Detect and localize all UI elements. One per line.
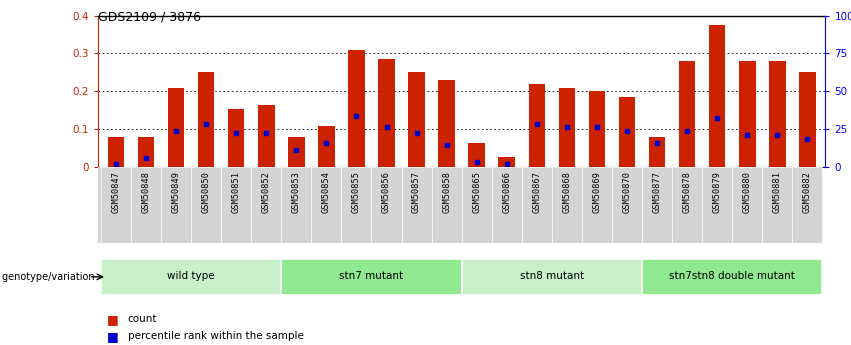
Bar: [348, 50, 365, 167]
Bar: [168, 88, 185, 167]
Text: GSM50851: GSM50851: [231, 171, 241, 213]
Bar: [799, 72, 816, 167]
Bar: [341, 167, 372, 243]
Bar: [402, 167, 431, 243]
Bar: [619, 97, 636, 167]
Text: GSM50866: GSM50866: [502, 171, 511, 213]
Bar: [101, 259, 282, 295]
Bar: [282, 167, 311, 243]
Bar: [161, 167, 191, 243]
Bar: [258, 105, 275, 167]
Bar: [709, 25, 726, 167]
Text: GSM50853: GSM50853: [292, 171, 300, 213]
Bar: [612, 167, 642, 243]
Bar: [311, 167, 341, 243]
Bar: [131, 167, 161, 243]
Bar: [461, 167, 492, 243]
Text: GSM50882: GSM50882: [803, 171, 812, 213]
Bar: [739, 61, 756, 167]
Bar: [221, 167, 251, 243]
Bar: [679, 61, 695, 167]
Bar: [228, 108, 244, 167]
Text: GDS2109 / 3876: GDS2109 / 3876: [98, 10, 201, 23]
Bar: [408, 72, 425, 167]
Bar: [468, 144, 485, 167]
Text: GSM50856: GSM50856: [382, 171, 391, 213]
Text: GSM50855: GSM50855: [352, 171, 361, 213]
Text: GSM50881: GSM50881: [773, 171, 782, 213]
Bar: [372, 167, 402, 243]
Bar: [492, 167, 522, 243]
Text: GSM50870: GSM50870: [623, 171, 631, 213]
Bar: [251, 167, 282, 243]
Bar: [522, 167, 551, 243]
Text: count: count: [128, 314, 157, 324]
Bar: [288, 137, 305, 167]
Text: GSM50857: GSM50857: [412, 171, 421, 213]
Bar: [732, 167, 762, 243]
Bar: [648, 137, 665, 167]
Text: stn8 mutant: stn8 mutant: [520, 271, 584, 281]
Bar: [528, 84, 545, 167]
Text: GSM50868: GSM50868: [563, 171, 571, 213]
Bar: [702, 167, 732, 243]
Bar: [438, 80, 455, 167]
Text: genotype/variation: genotype/variation: [2, 272, 98, 282]
Bar: [582, 167, 612, 243]
Text: GSM50880: GSM50880: [743, 171, 751, 213]
Bar: [642, 167, 672, 243]
Bar: [769, 61, 785, 167]
Bar: [138, 137, 154, 167]
Bar: [191, 167, 221, 243]
Bar: [762, 167, 792, 243]
Bar: [499, 157, 515, 167]
Text: stn7 mutant: stn7 mutant: [340, 271, 403, 281]
Text: GSM50848: GSM50848: [141, 171, 151, 213]
Text: percentile rank within the sample: percentile rank within the sample: [128, 332, 304, 341]
Bar: [672, 167, 702, 243]
Bar: [558, 88, 575, 167]
Bar: [282, 259, 461, 295]
Bar: [551, 167, 582, 243]
Text: GSM50877: GSM50877: [653, 171, 661, 213]
Bar: [589, 91, 605, 167]
Text: GSM50869: GSM50869: [592, 171, 602, 213]
Text: GSM50867: GSM50867: [533, 171, 541, 213]
Bar: [107, 137, 124, 167]
Text: GSM50849: GSM50849: [172, 171, 180, 213]
Text: ■: ■: [106, 330, 118, 343]
Text: GSM50847: GSM50847: [111, 171, 120, 213]
Bar: [197, 72, 214, 167]
Bar: [101, 167, 131, 243]
Text: GSM50879: GSM50879: [713, 171, 722, 213]
Text: GSM50854: GSM50854: [322, 171, 331, 213]
Bar: [642, 259, 822, 295]
Text: stn7stn8 double mutant: stn7stn8 double mutant: [670, 271, 795, 281]
Bar: [431, 167, 461, 243]
Bar: [318, 126, 334, 167]
Text: GSM50878: GSM50878: [683, 171, 692, 213]
Bar: [461, 259, 642, 295]
Bar: [378, 59, 395, 167]
Text: GSM50850: GSM50850: [202, 171, 210, 213]
Bar: [792, 167, 822, 243]
Text: GSM50858: GSM50858: [443, 171, 451, 213]
Text: ■: ■: [106, 313, 118, 326]
Text: GSM50865: GSM50865: [472, 171, 481, 213]
Text: wild type: wild type: [168, 271, 215, 281]
Text: GSM50852: GSM50852: [262, 171, 271, 213]
